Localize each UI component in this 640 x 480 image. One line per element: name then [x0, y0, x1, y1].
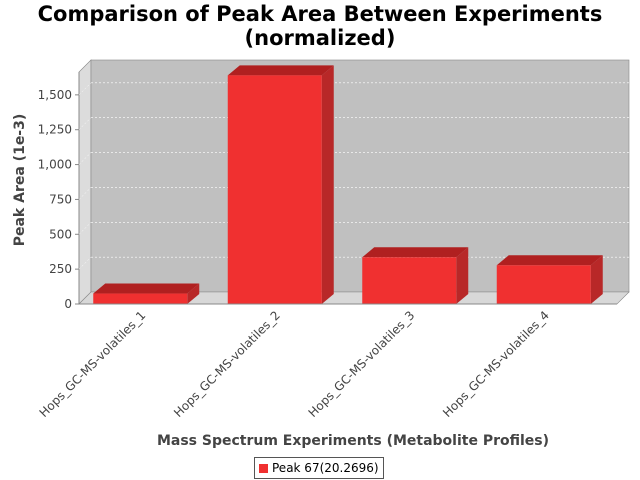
plot-background	[90, 59, 630, 293]
bar-top	[496, 255, 603, 266]
bar-side	[590, 255, 603, 304]
gridline-wall	[78, 82, 92, 96]
bar-front	[496, 265, 591, 304]
y-tick-label: 1,500	[38, 88, 72, 102]
bar-side	[321, 65, 334, 304]
bar-front	[362, 257, 457, 304]
bar-top	[227, 65, 334, 76]
chart-title: Comparison of Peak Area Between Experime…	[0, 2, 640, 50]
gridline-wall	[78, 117, 92, 130]
chart-title-line2: (normalized)	[244, 26, 396, 50]
bar	[227, 65, 334, 304]
gridline-wall	[78, 256, 92, 270]
x-axis-label: Mass Spectrum Experiments (Metabolite Pr…	[157, 433, 549, 449]
x-tick-label: Hops_GC-MS-volatiles_3	[306, 308, 418, 420]
y-tick-label: 750	[49, 192, 72, 206]
gridline-wall	[78, 152, 92, 165]
y-tick-label: 0	[64, 297, 72, 311]
bar-side	[456, 247, 469, 304]
bar-front	[227, 75, 322, 304]
y-tick-label: 250	[49, 262, 72, 276]
x-axis: Hops_GC-MS-volatiles_1 Hops_GC-MS-volatil…	[37, 303, 617, 420]
gridline-wall	[78, 222, 92, 235]
bar	[93, 283, 200, 304]
y-axis-label: Peak Area (1e-3)	[12, 114, 28, 247]
bar	[496, 255, 603, 304]
bar-side	[187, 283, 200, 304]
x-tick-label: Hops_GC-MS-volatiles_1	[37, 308, 149, 420]
bar	[362, 247, 469, 304]
y-tick-label: 500	[49, 227, 72, 241]
bar-top	[93, 283, 200, 294]
chart-title-line1: Comparison of Peak Area Between Experime…	[37, 2, 603, 26]
y-axis: 0 250 500 750 1,000 1,250 1,500	[38, 72, 629, 311]
y-tick-label: 1,000	[38, 158, 72, 172]
x-tick-label: Hops_GC-MS-volatiles_2	[171, 308, 283, 420]
bars	[93, 65, 603, 304]
legend-swatch	[259, 463, 268, 473]
bar-top	[362, 247, 469, 258]
plot-left-wall	[78, 59, 92, 305]
y-tick-label: 1,250	[38, 123, 72, 137]
bar-front	[93, 293, 188, 304]
x-tick-label: Hops_GC-MS-volatiles_4	[440, 308, 552, 420]
plot-area	[78, 59, 630, 305]
legend: Peak 67(20.2696)	[254, 457, 384, 479]
gridline-wall	[78, 187, 92, 200]
legend-label: Peak 67(20.2696)	[272, 461, 379, 475]
